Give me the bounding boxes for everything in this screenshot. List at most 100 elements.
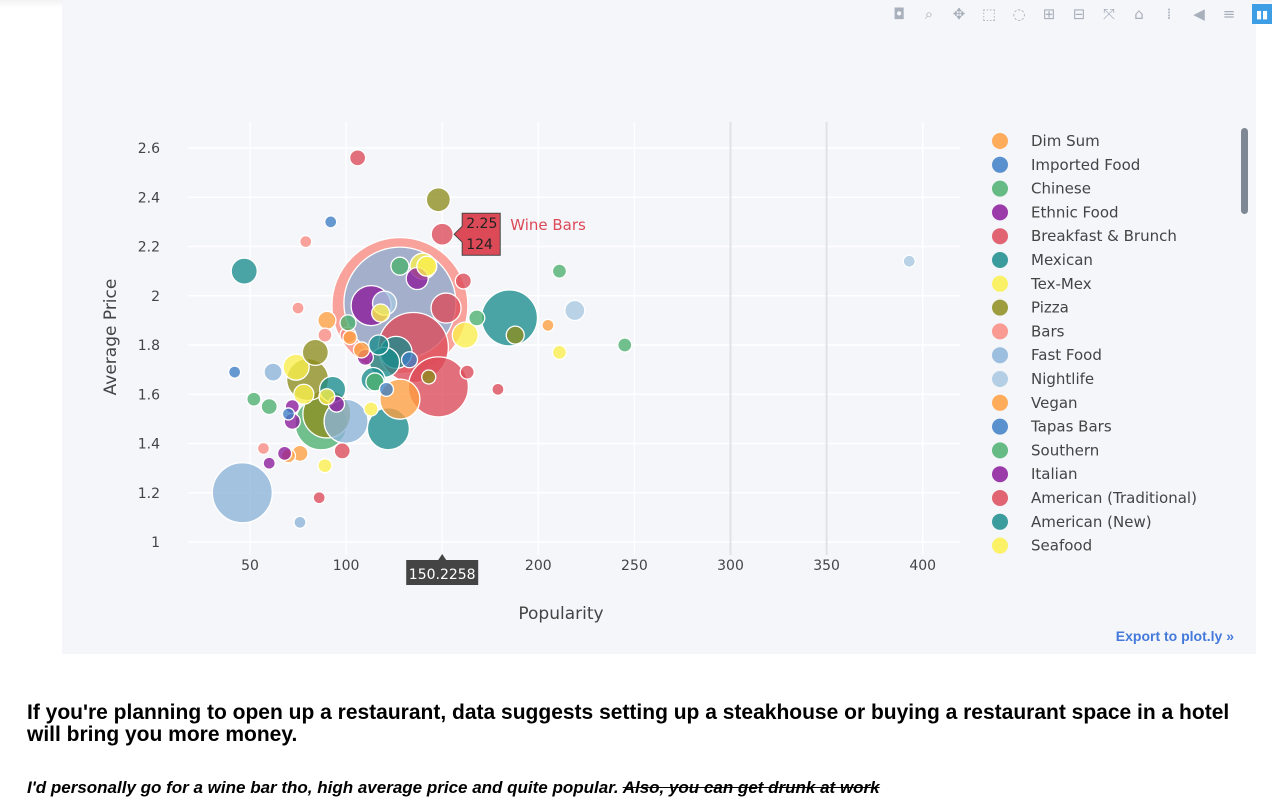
bubble-seafood[interactable] [318,388,336,406]
legend-label: Southern [1031,441,1099,459]
bubble-american-traditional[interactable] [459,364,475,380]
plotly-logo-icon[interactable]: ▮▮ [1252,4,1272,24]
bubble-bars[interactable] [299,234,313,249]
legend-marker [992,133,1008,149]
bubble-imported-food[interactable] [281,407,296,421]
bubble-southern[interactable] [339,314,357,332]
bubble-italian[interactable] [262,456,276,470]
legend-item[interactable]: American (Traditional) [992,489,1197,507]
legend-item[interactable]: Ethnic Food [992,203,1119,221]
bubble-fast-food[interactable] [263,362,283,382]
bubble-tapas-bars[interactable] [400,351,419,369]
bubble-imported-food[interactable] [324,215,338,229]
legend-item[interactable]: Breakfast & Brunch [992,227,1177,245]
bubble-chinese[interactable] [390,256,410,276]
autoscale-icon[interactable]: ⤧ [1102,5,1115,23]
bubble-pizza[interactable] [301,338,329,367]
hover-closest-icon[interactable]: ◀ [1193,5,1205,23]
legend-label: Tex-Mex [1030,275,1092,293]
zoom-out-icon[interactable]: ⊟ [1072,5,1086,23]
legend-item[interactable]: Seafood [992,537,1092,555]
hover-compare-icon[interactable]: ≡ [1222,5,1236,23]
camera-icon[interactable]: ◘ [893,5,905,23]
bubble-bars[interactable] [256,441,271,456]
bubble-pizza[interactable] [425,187,452,213]
box-select-icon[interactable]: ⬚ [981,5,997,23]
zoom-in-icon[interactable]: ⊞ [1042,5,1056,23]
bubble-bars[interactable] [291,301,305,315]
bubble-seafood[interactable] [293,383,315,405]
legend: Dim Sum Imported Food Chinese Ethnic Food Br… [992,132,1197,555]
legend-item[interactable]: Southern [992,441,1099,459]
bubble-fast-food[interactable] [293,515,307,529]
bubble-nightlife[interactable] [564,299,586,322]
legend-item[interactable]: Nightlife [992,370,1094,388]
bubble-american-new[interactable] [368,334,390,356]
bubble-breakfast-brunch[interactable] [454,272,472,290]
lasso-icon[interactable]: ◌ [1012,5,1026,23]
export-to-plotly-link[interactable]: Export to plot.ly » [1115,628,1234,644]
legend-marker [992,371,1008,387]
legend-item[interactable]: Vegan [992,394,1078,412]
bubble-southern[interactable] [260,397,278,416]
legend-item[interactable]: Fast Food [992,346,1102,364]
bubble-chinese[interactable] [551,263,568,279]
x-tick-label: 250 [621,558,648,574]
bubble-tex-mex[interactable] [317,458,333,474]
zoom-icon[interactable]: ⌕ [924,5,934,23]
bubble-dim-sum[interactable] [317,310,337,331]
bubble-fast-food[interactable] [211,462,273,524]
legend-item[interactable]: American (New) [992,513,1152,531]
bubble-pizza[interactable] [505,325,525,345]
bubble-breakfast-brunch[interactable] [430,292,462,324]
bubble-american-traditional[interactable] [491,382,505,396]
legend-item[interactable]: Dim Sum [992,132,1100,150]
reset-axes-icon[interactable]: ⌂ [1134,5,1144,23]
legend-item[interactable]: Chinese [992,180,1091,198]
bubble-american-traditional[interactable] [312,491,326,505]
y-tick-label: 1 [151,535,160,551]
bubble-tapas-bars[interactable] [378,381,395,397]
legend-item[interactable]: Tex-Mex [992,275,1092,293]
legend-label: Breakfast & Brunch [1031,227,1177,245]
bubble-seafood[interactable] [416,255,438,277]
legend-item[interactable]: Mexican [992,251,1093,269]
legend-item[interactable]: Pizza [992,299,1069,317]
bubble-american-new[interactable] [230,257,258,285]
bubble-nightlife[interactable] [902,254,916,268]
bubble-pizza[interactable] [421,369,437,385]
legend-marker [992,394,1008,411]
bubble-vegan[interactable] [352,341,371,359]
bubble-american-traditional[interactable] [348,149,367,167]
bubble-southern[interactable] [468,309,486,327]
y-tick-label: 2.6 [138,141,160,157]
legend-scrollbar[interactable] [1241,128,1248,214]
bubble-chinese[interactable] [246,391,262,407]
bubble-chinese[interactable] [617,337,633,353]
pan-icon[interactable]: ✥ [952,5,966,23]
bubble-bars[interactable] [317,327,333,343]
hover-x-box [406,554,479,585]
y-tick-label: 2.4 [138,190,160,206]
bubble-tex-mex[interactable] [371,303,391,323]
legend-item[interactable]: Bars [992,322,1065,340]
bubble-dim-sum[interactable] [342,329,358,346]
legend-label: Vegan [1031,394,1078,412]
bubble-italian[interactable] [276,445,293,462]
bubble-tex-mex[interactable] [551,344,568,361]
bubble-seafood[interactable] [363,401,379,417]
bubble-dim-sum[interactable] [541,318,555,332]
legend-item[interactable]: Tapas Bars [992,418,1112,436]
x-tick-label: 300 [717,558,744,574]
legend-marker [992,537,1008,554]
bubble-american-traditional[interactable] [333,442,351,460]
legend-item[interactable]: Italian [992,465,1078,483]
spike-lines-icon[interactable]: ⁞ [1166,5,1172,23]
y-tick-label: 2.2 [138,240,160,256]
bubble-chart[interactable]: 50 100 200 250 300 350 400 1 1.2 1.4 1.6 1.8 2 2.2 2.… [62,0,1256,654]
legend-item[interactable]: Imported Food [992,156,1140,174]
bubble-tex-mex[interactable] [451,321,479,349]
bubble-american-traditional[interactable] [430,222,454,246]
bubble-imported-food[interactable] [227,365,242,379]
bubble-tex-mex[interactable] [282,353,310,381]
